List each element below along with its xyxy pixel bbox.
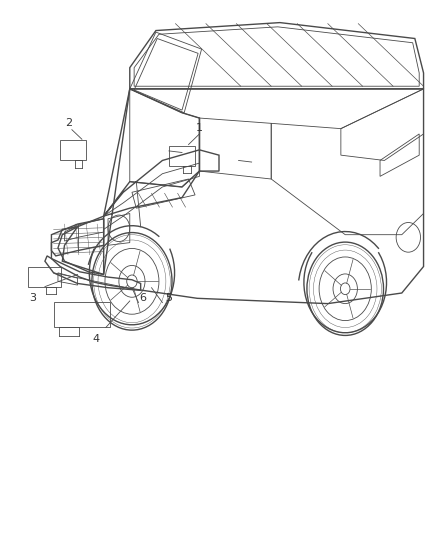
Text: 3: 3 xyxy=(29,293,36,303)
Text: 2: 2 xyxy=(65,118,72,127)
Text: 4: 4 xyxy=(93,334,100,344)
Text: 1: 1 xyxy=(196,123,203,133)
Text: 6: 6 xyxy=(139,293,146,303)
Text: 5: 5 xyxy=(166,293,173,303)
